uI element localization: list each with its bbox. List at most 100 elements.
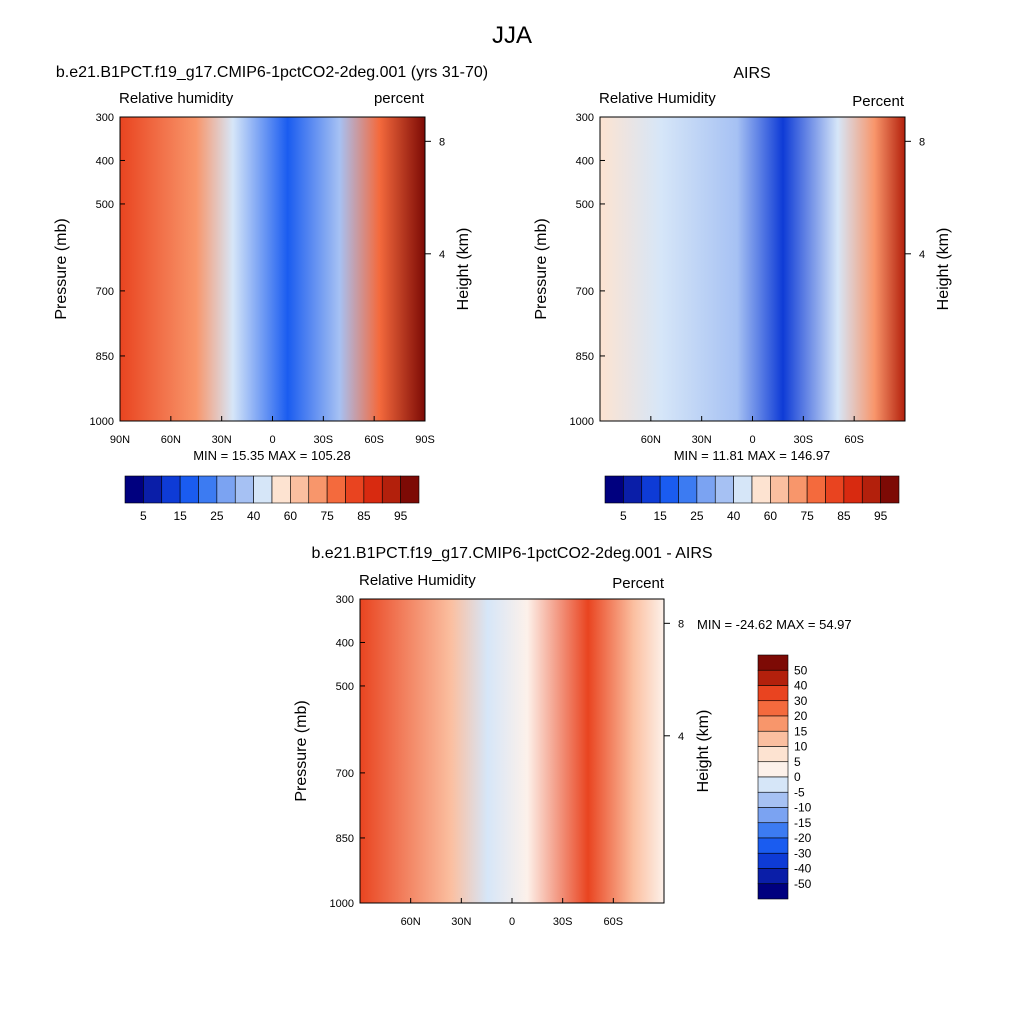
field-3 [360, 599, 664, 903]
y-tick-label: 850 [336, 833, 354, 845]
colorbar-box [757, 791, 789, 808]
x-tick-label: 30S [794, 434, 814, 446]
colorbar-label: 25 [690, 509, 704, 523]
colorbar-box [124, 475, 144, 504]
height-tick-label: 4 [439, 249, 445, 261]
colorbar-box [143, 475, 163, 504]
colorbar-box [308, 475, 328, 504]
x-tick-label: 30N [451, 916, 471, 928]
colorbar-label: 85 [357, 509, 371, 523]
y2-axis-label: Height (km) [455, 228, 472, 311]
y-tick-label: 1000 [330, 898, 354, 910]
colorbar-box [253, 475, 273, 504]
min-max-text: MIN = 15.35 MAX = 105.28 [193, 448, 351, 463]
y-tick-label: 400 [576, 155, 594, 167]
x-tick-label: 0 [509, 916, 515, 928]
figure-title: JJA [492, 22, 532, 49]
colorbar-box [179, 475, 199, 504]
y-tick-label: 850 [576, 351, 594, 363]
colorbar-label: -15 [794, 816, 812, 830]
field-plot [120, 117, 425, 421]
x-tick-label: 0 [749, 434, 755, 446]
height-tick-label: 8 [919, 136, 925, 148]
y2-axis-label: Height (km) [695, 710, 712, 793]
field-plot [600, 117, 905, 421]
colorbar-label: 5 [794, 755, 801, 769]
colorbar-label: 75 [320, 509, 334, 523]
left-label: Relative humidity [119, 90, 234, 107]
y-axis-label: Pressure (mb) [53, 218, 70, 319]
colorbar-label: 95 [874, 509, 888, 523]
x-tick-label: 60N [161, 434, 181, 446]
x-tick-label: 90S [415, 434, 435, 446]
panel-title: b.e21.B1PCT.f19_g17.CMIP6-1pctCO2-2deg.0… [311, 545, 712, 562]
panel-title: AIRS [733, 65, 770, 82]
colorbar-box [290, 475, 310, 504]
colorbar-box [696, 475, 716, 504]
colorbar-box [806, 475, 826, 504]
field-1 [120, 117, 425, 421]
height-tick-label: 4 [678, 731, 684, 743]
colorbar-box [363, 475, 383, 504]
colorbar-box [757, 822, 789, 839]
colorbar-label: 25 [210, 509, 224, 523]
colorbar-box [326, 475, 346, 504]
y-tick-label: 500 [96, 199, 114, 211]
colorbar-box [161, 475, 181, 504]
colorbar-box [198, 475, 218, 504]
x-tick-label: 90N [110, 434, 130, 446]
y-tick-label: 850 [96, 351, 114, 363]
colorbar: 5 15 25 40 60 75 85 95 [604, 475, 900, 523]
x-tick-label: 30N [692, 434, 712, 446]
colorbar-box [861, 475, 881, 504]
colorbar-box [757, 868, 789, 885]
colorbar-box [733, 475, 753, 504]
colorbar-label: 50 [794, 663, 808, 677]
colorbar-box [757, 715, 789, 732]
colorbar-box [381, 475, 401, 504]
colorbar-label: 95 [394, 509, 408, 523]
x-tick-label: 60N [401, 916, 421, 928]
y-tick-label: 1000 [570, 416, 594, 428]
y-tick-label: 300 [576, 112, 594, 124]
y-tick-label: 500 [336, 681, 354, 693]
y-tick-label: 500 [576, 199, 594, 211]
panel-title: b.e21.B1PCT.f19_g17.CMIP6-1pctCO2-2deg.0… [56, 64, 488, 81]
right-label: Percent [612, 575, 665, 592]
y-tick-label: 300 [96, 112, 114, 124]
height-tick-label: 8 [439, 136, 445, 148]
colorbar-label: 75 [800, 509, 814, 523]
colorbar-label: -5 [794, 785, 805, 799]
colorbar-box [757, 776, 789, 793]
colorbar-box [843, 475, 863, 504]
colorbar-box [757, 730, 789, 747]
x-tick-label: 0 [269, 434, 275, 446]
right-label: percent [374, 90, 425, 107]
colorbar-box [825, 475, 845, 504]
field-2 [600, 117, 905, 421]
colorbar-box [757, 761, 789, 778]
colorbar-label: -10 [794, 801, 812, 815]
colorbar-label: 5 [140, 509, 147, 523]
y-axis-label: Pressure (mb) [533, 218, 550, 319]
y-tick-label: 400 [336, 637, 354, 649]
colorbar-label: 15 [794, 724, 808, 738]
colorbar-label: -50 [794, 877, 812, 891]
colorbar-label: 85 [837, 509, 851, 523]
colorbar-box [880, 475, 900, 504]
x-tick-label: 30S [553, 916, 573, 928]
y-tick-label: 300 [336, 594, 354, 606]
colorbar-label: 60 [284, 509, 298, 523]
colorbar-label: 15 [653, 509, 667, 523]
x-tick-label: 60S [364, 434, 384, 446]
x-tick-label: 60S [844, 434, 864, 446]
colorbar-label: -40 [794, 862, 812, 876]
y-axis-label: Pressure (mb) [293, 700, 310, 801]
right-label: Percent [852, 93, 905, 110]
colorbar-box [757, 669, 789, 686]
panel-model: b.e21.B1PCT.f19_g17.CMIP6-1pctCO2-2deg.0… [53, 64, 488, 523]
y-tick-label: 700 [96, 286, 114, 298]
left-label: Relative Humidity [359, 572, 476, 589]
colorbar-box [757, 852, 789, 869]
